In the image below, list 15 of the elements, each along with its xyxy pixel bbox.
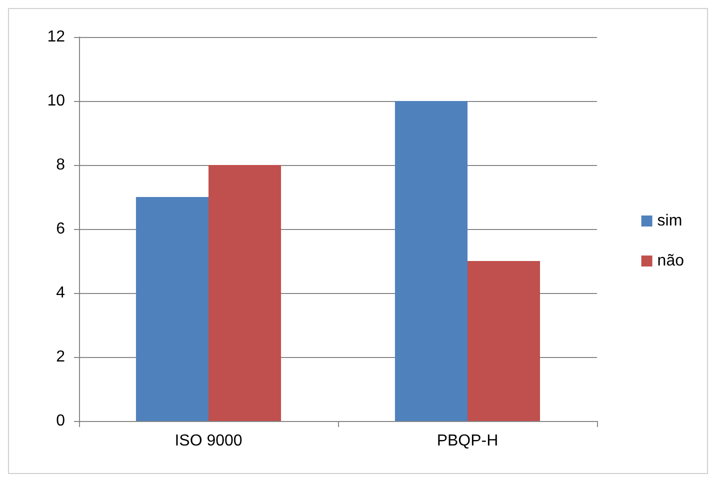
x-tick-label: ISO 9000: [174, 432, 242, 450]
y-tick-label: 8: [56, 156, 66, 174]
y-tick-label: 6: [56, 220, 66, 238]
y-tick-label: 4: [56, 284, 66, 302]
legend-label: sim: [657, 212, 682, 230]
bar: [468, 261, 540, 421]
y-tick-label: 0: [56, 412, 66, 430]
x-tick-label: PBQP-H: [436, 432, 498, 450]
bar: [136, 197, 208, 421]
bar: [394, 101, 468, 421]
legend-label: não: [657, 252, 684, 270]
y-tick-label: 10: [47, 92, 66, 110]
bar: [208, 165, 282, 421]
y-tick-label: 12: [47, 28, 66, 46]
y-tick-label: 2: [56, 348, 66, 366]
